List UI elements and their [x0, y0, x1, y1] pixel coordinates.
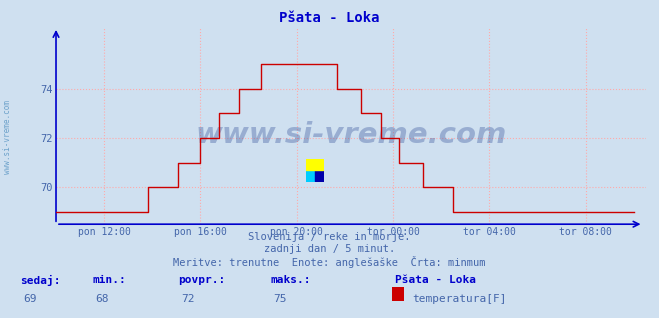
Text: min.:: min.: [92, 275, 126, 285]
Text: povpr.:: povpr.: [178, 275, 225, 285]
Text: www.si-vreme.com: www.si-vreme.com [195, 121, 507, 149]
Text: 75: 75 [273, 294, 287, 304]
Text: sedaj:: sedaj: [20, 275, 60, 286]
Text: 68: 68 [96, 294, 109, 304]
Text: www.si-vreme.com: www.si-vreme.com [3, 100, 13, 174]
Text: 72: 72 [181, 294, 194, 304]
Text: maks.:: maks.: [270, 275, 310, 285]
Text: temperatura[F]: temperatura[F] [412, 294, 506, 304]
Text: Meritve: trenutne  Enote: anglešaške  Črta: minmum: Meritve: trenutne Enote: anglešaške Črta… [173, 256, 486, 268]
Text: zadnji dan / 5 minut.: zadnji dan / 5 minut. [264, 244, 395, 254]
Text: Pšata - Loka: Pšata - Loka [279, 11, 380, 25]
Text: Slovenija / reke in morje.: Slovenija / reke in morje. [248, 232, 411, 241]
Text: Pšata - Loka: Pšata - Loka [395, 275, 476, 285]
Text: 69: 69 [23, 294, 36, 304]
